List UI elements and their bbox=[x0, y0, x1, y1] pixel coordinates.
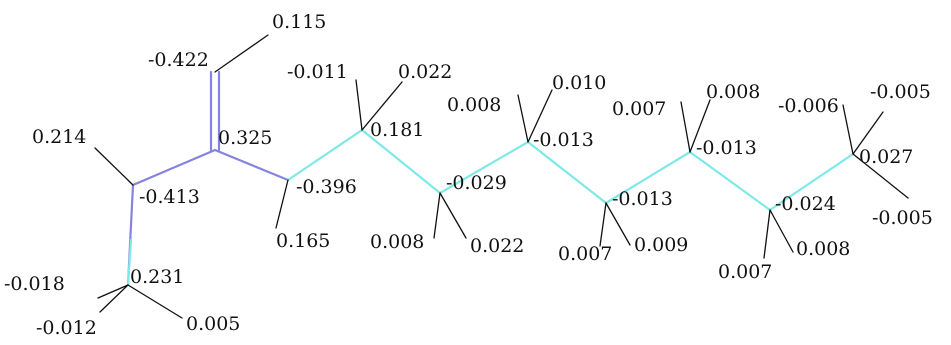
charge-h-n-amide: 0.214 bbox=[32, 126, 86, 148]
bond-methyl-lower bbox=[126, 238, 133, 287]
charge-h-methyl-a: -0.018 bbox=[4, 273, 65, 295]
charge-h-n-second: 0.165 bbox=[276, 230, 330, 252]
h-bond-c3-a bbox=[517, 94, 529, 143]
h-bond-c6-b bbox=[769, 209, 794, 253]
h-bond-term-c bbox=[852, 153, 909, 199]
h-bond-c3-b bbox=[527, 89, 553, 143]
atom-charge-labels: -0.422 0.325 -0.413 -0.396 0.231 0.181 -… bbox=[130, 49, 913, 288]
charge-h-c6-b: 0.008 bbox=[796, 238, 850, 260]
h-bond-n-second bbox=[275, 179, 289, 229]
charge-h-c5-a: 0.007 bbox=[612, 98, 666, 120]
charge-h-c4-a: 0.007 bbox=[558, 243, 612, 265]
charge-h-methyl-c: 0.005 bbox=[186, 313, 240, 335]
h-bond-oh bbox=[214, 34, 269, 73]
h-bond-c4-a bbox=[599, 202, 607, 247]
bond-c3-c4 bbox=[526, 140, 608, 205]
bond-n-carbonyl bbox=[131, 148, 217, 187]
charge-o-carbonyl: -0.422 bbox=[148, 49, 209, 71]
charge-c1: 0.181 bbox=[370, 119, 424, 141]
charge-h-c3-a: 0.008 bbox=[447, 94, 501, 116]
h-bond-methyl-a bbox=[97, 284, 129, 299]
charge-h-term-b: -0.005 bbox=[870, 81, 931, 103]
charge-h-c2-a: 0.008 bbox=[370, 231, 424, 253]
charge-c5: -0.013 bbox=[696, 137, 757, 159]
carbon-chain-bonds bbox=[126, 128, 855, 287]
h-bond-c2-b bbox=[439, 192, 467, 239]
h-bond-c6-a bbox=[763, 209, 771, 259]
bond-c5-c6 bbox=[688, 150, 772, 212]
charge-n-amide: -0.413 bbox=[139, 186, 200, 208]
charge-h-term-a: -0.006 bbox=[778, 95, 839, 117]
h-bond-c4-b bbox=[605, 202, 631, 246]
bond-carbonyl-n2 bbox=[213, 148, 290, 182]
bond-n2-c1 bbox=[286, 128, 364, 182]
h-bond-c5-b bbox=[689, 99, 711, 153]
h-bond-term-a bbox=[842, 104, 854, 155]
bond-c6-terminal bbox=[768, 152, 855, 212]
bond-c1-c2 bbox=[360, 128, 442, 195]
charge-h-oh: 0.115 bbox=[272, 11, 326, 33]
charge-h-c6-a: 0.007 bbox=[718, 261, 772, 283]
h-bond-term-b bbox=[852, 111, 884, 155]
charge-h-term-c: -0.005 bbox=[872, 207, 933, 229]
h-bond-c2-a bbox=[433, 192, 441, 239]
h-bond-c1-a bbox=[355, 79, 363, 131]
charge-c2: -0.029 bbox=[446, 172, 507, 194]
h-bond-n-amide bbox=[94, 147, 134, 186]
bond-c4-c5 bbox=[604, 150, 692, 205]
charge-c4: -0.013 bbox=[612, 188, 673, 210]
hydrogen-bonds bbox=[94, 34, 909, 319]
charge-n-second: -0.396 bbox=[296, 176, 357, 198]
h-bond-c5-a bbox=[680, 101, 691, 153]
hydrogen-charge-labels: 0.115 0.214 0.165 -0.018 -0.012 0.005 -0… bbox=[4, 11, 933, 339]
charge-h-c2-b: 0.022 bbox=[470, 235, 524, 257]
h-bond-c1-b bbox=[361, 81, 403, 131]
h-bond-methyl-c bbox=[127, 284, 183, 319]
bond-c2-c3 bbox=[438, 140, 530, 195]
charge-h-c3-b: 0.010 bbox=[552, 72, 606, 94]
charge-h-c1-b: 0.022 bbox=[398, 61, 452, 83]
charge-h-methyl-b: -0.012 bbox=[36, 317, 97, 339]
charge-h-c4-b: 0.009 bbox=[634, 234, 688, 256]
h-bond-methyl-b bbox=[99, 284, 129, 313]
nitrogen-bonds bbox=[126, 70, 290, 287]
charge-c-carbonyl: 0.325 bbox=[218, 127, 272, 149]
charge-c-terminal: 0.027 bbox=[859, 146, 913, 168]
charge-h-c1-a: -0.011 bbox=[287, 61, 348, 83]
charge-c3: -0.013 bbox=[533, 129, 594, 151]
charge-c6: -0.024 bbox=[775, 193, 836, 215]
charge-c-methyl: 0.231 bbox=[130, 266, 184, 288]
charge-h-c5-b: 0.008 bbox=[706, 81, 760, 103]
